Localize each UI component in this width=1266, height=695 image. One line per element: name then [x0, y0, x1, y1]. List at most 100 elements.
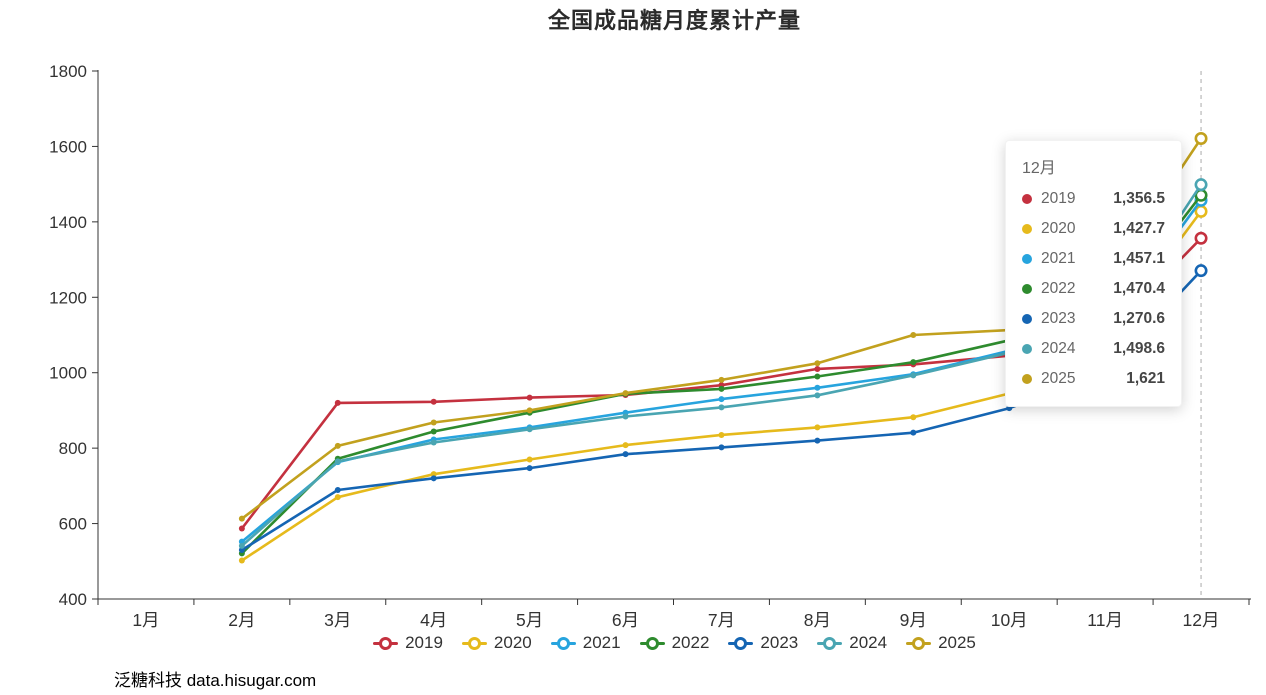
tooltip-series-year: 2019 — [1041, 190, 1076, 207]
series-color-dot — [1022, 284, 1032, 294]
legend-label: 2019 — [405, 633, 443, 652]
y-axis-label: 1200 — [49, 288, 87, 307]
data-point-2020[interactable] — [718, 431, 725, 438]
data-point-2020[interactable] — [814, 424, 821, 431]
x-axis-label: 12月 — [1183, 610, 1220, 630]
tooltip-series-value: 1,427.7 — [1113, 220, 1165, 237]
watermark-source: 泛糖科技 data.hisugar.com — [114, 671, 317, 690]
tooltip-series-value: 1,356.5 — [1113, 190, 1165, 207]
series-color-dot — [1022, 344, 1032, 354]
data-point-2023[interactable] — [910, 429, 917, 436]
data-point-emphasis-2023[interactable] — [1194, 264, 1208, 278]
x-axis-label: 5月 — [516, 610, 543, 630]
legend-line-ring-icon — [817, 636, 843, 650]
data-point-2020[interactable] — [526, 456, 533, 463]
legend-item-2022[interactable]: 2022 — [639, 633, 710, 653]
legend-item-2020[interactable]: 2020 — [461, 633, 532, 653]
data-point-2023[interactable] — [814, 437, 821, 444]
tooltip-series-year: 2023 — [1041, 310, 1076, 327]
data-point-2022[interactable] — [718, 385, 725, 392]
series-color-dot — [1022, 194, 1032, 204]
series-color-dot — [1022, 314, 1032, 324]
data-point-2019[interactable] — [334, 399, 341, 406]
tooltip-series-value: 1,270.6 — [1113, 310, 1165, 327]
data-point-2019[interactable] — [526, 394, 533, 401]
legend-label: 2023 — [760, 633, 799, 652]
data-point-emphasis-2025[interactable] — [1194, 132, 1208, 146]
tooltip-series-value: 1,621 — [1126, 370, 1165, 387]
x-axis-label: 10月 — [991, 610, 1028, 630]
data-point-2024[interactable] — [718, 404, 725, 411]
data-point-2019[interactable] — [430, 398, 437, 405]
data-point-2020[interactable] — [334, 494, 341, 501]
tooltip-series-value: 1,470.4 — [1113, 280, 1165, 297]
data-point-2019[interactable] — [814, 365, 821, 372]
data-point-2023[interactable] — [430, 475, 437, 482]
x-axis-label: 7月 — [708, 610, 735, 630]
legend-label: 2024 — [849, 633, 888, 652]
tooltip-rows: 2019 1,356.5 2020 1,427.7 2021 1,457.1 2022 1,4… — [1022, 184, 1165, 394]
legend-label: 2020 — [493, 633, 532, 652]
data-point-2021[interactable] — [718, 396, 725, 403]
tooltip-series-year: 2021 — [1041, 250, 1076, 267]
legend-label: 2022 — [671, 633, 710, 652]
data-point-2024[interactable] — [910, 372, 917, 379]
tooltip-row: 2025 1,621 — [1022, 364, 1165, 394]
x-axis-label: 4月 — [420, 610, 447, 630]
data-point-emphasis-2020[interactable] — [1194, 204, 1208, 218]
data-point-2025[interactable] — [718, 376, 725, 383]
data-point-2025[interactable] — [814, 360, 821, 367]
data-point-2023[interactable] — [718, 444, 725, 451]
data-point-2025[interactable] — [526, 407, 533, 414]
data-point-2020[interactable] — [430, 471, 437, 478]
data-point-2024[interactable] — [814, 392, 821, 399]
data-point-2025[interactable] — [430, 419, 437, 426]
data-point-2023[interactable] — [526, 465, 533, 472]
data-point-2020[interactable] — [622, 442, 629, 449]
data-point-2022[interactable] — [430, 428, 437, 435]
data-point-2023[interactable] — [334, 487, 341, 494]
y-axis-label: 600 — [59, 515, 87, 534]
data-point-2023[interactable] — [622, 451, 629, 458]
legend-label: 2025 — [938, 633, 976, 652]
data-point-2025[interactable] — [334, 442, 341, 449]
data-point-2025[interactable] — [238, 515, 245, 522]
y-axis-label: 800 — [59, 439, 87, 458]
data-point-2019[interactable] — [238, 525, 245, 532]
chart-legend: 2019 2020 2021 2022 2023 2024 2025 — [98, 633, 1251, 653]
legend-item-2024[interactable]: 2024 — [817, 633, 887, 653]
series-color-dot — [1022, 254, 1032, 264]
tooltip: 12月 2019 1,356.5 2020 1,427.7 2021 1,457.1 202… — [1005, 140, 1182, 407]
x-axis-label: 9月 — [900, 610, 927, 630]
data-point-2024[interactable] — [622, 413, 629, 420]
data-point-2024[interactable] — [334, 458, 341, 465]
data-point-2021[interactable] — [814, 384, 821, 391]
tooltip-row: 2021 1,457.1 — [1022, 244, 1165, 274]
data-point-emphasis-2019[interactable] — [1194, 231, 1208, 245]
legend-item-2021[interactable]: 2021 — [550, 633, 621, 653]
y-axis-label: 1400 — [49, 213, 87, 232]
tooltip-row: 2024 1,498.6 — [1022, 334, 1165, 364]
tooltip-series-year: 2022 — [1041, 280, 1076, 297]
data-point-2022[interactable] — [910, 359, 917, 366]
data-point-2023[interactable] — [238, 546, 245, 553]
data-point-2024[interactable] — [526, 426, 533, 433]
data-point-2020[interactable] — [910, 414, 917, 421]
x-axis-label: 3月 — [324, 610, 351, 630]
legend-item-2025[interactable]: 2025 — [906, 633, 976, 653]
tooltip-row: 2020 1,427.7 — [1022, 214, 1165, 244]
data-point-2025[interactable] — [910, 332, 917, 338]
tooltip-series-year: 2024 — [1041, 340, 1076, 357]
data-point-2020[interactable] — [238, 557, 245, 564]
data-point-2022[interactable] — [814, 373, 821, 380]
legend-item-2023[interactable]: 2023 — [728, 633, 798, 653]
data-point-emphasis-2024[interactable] — [1194, 178, 1208, 192]
x-axis-label: 6月 — [612, 610, 639, 630]
data-point-2025[interactable] — [622, 390, 629, 397]
legend-item-2019[interactable]: 2019 — [373, 633, 443, 653]
y-axis-label: 1800 — [49, 62, 87, 81]
data-point-2024[interactable] — [238, 542, 245, 549]
data-point-2024[interactable] — [430, 439, 437, 446]
legend-line-ring-icon — [728, 636, 754, 650]
